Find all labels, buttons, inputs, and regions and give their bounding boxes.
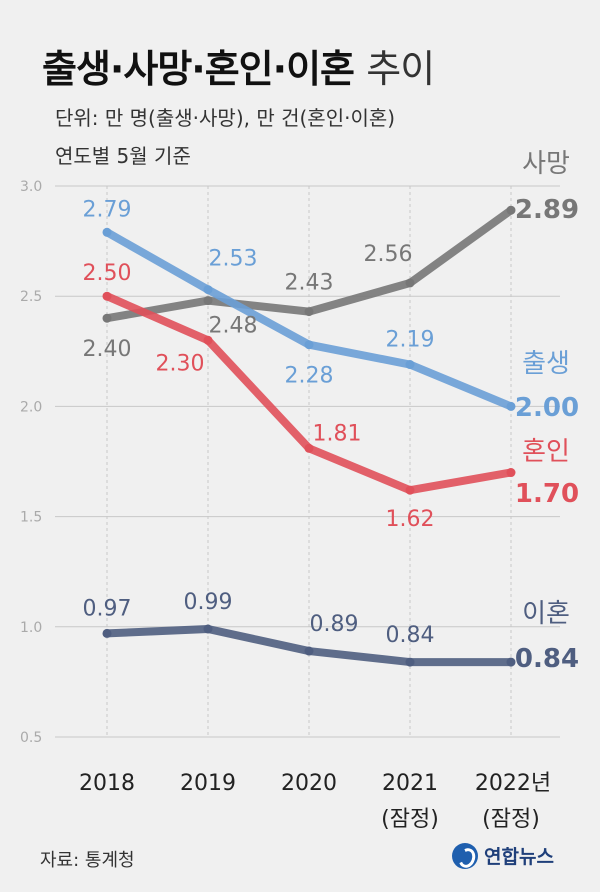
- data-point: [304, 646, 314, 656]
- data-point: [304, 340, 314, 350]
- data-label: 0.97: [83, 596, 132, 621]
- x-tick-note: (잠정): [482, 807, 540, 832]
- data-point: [203, 285, 213, 295]
- data-label: 2.43: [285, 271, 334, 296]
- data-label: 2.30: [156, 351, 205, 376]
- y-tick-label: 3.0: [20, 179, 42, 195]
- data-point: [506, 657, 516, 667]
- data-label: 1.81: [313, 421, 362, 446]
- series-end-value: 2.00: [515, 393, 579, 423]
- yonhap-logo-icon: [452, 842, 478, 869]
- brand-name: 연합뉴스: [484, 846, 554, 868]
- brand-logo: 연합뉴스: [452, 842, 554, 869]
- data-point: [102, 313, 112, 323]
- data-label: 2.48: [209, 314, 258, 339]
- series-end-value: 2.89: [515, 195, 579, 225]
- data-label: 2.28: [285, 364, 334, 389]
- data-point: [203, 624, 213, 634]
- x-tick-note: (잠정): [381, 807, 439, 832]
- data-point: [304, 307, 314, 317]
- x-tick-label: 2019: [180, 771, 236, 796]
- x-tick-label: 2022년: [475, 771, 551, 796]
- y-tick-label: 1.0: [20, 620, 42, 636]
- x-tick-label: 2020: [281, 771, 337, 796]
- series-name-label: 사망: [522, 149, 570, 179]
- series-name-label: 출생: [522, 349, 570, 379]
- data-label: 0.89: [310, 612, 359, 637]
- data-point: [304, 443, 314, 453]
- data-label: 2.19: [386, 328, 435, 353]
- data-point: [405, 657, 415, 667]
- data-point: [506, 205, 516, 215]
- x-tick-label: 2021: [382, 771, 438, 796]
- data-point: [102, 291, 112, 301]
- data-point: [102, 227, 112, 237]
- data-label: 2.53: [209, 247, 258, 272]
- data-point: [405, 278, 415, 288]
- x-tick-label: 2018: [79, 771, 135, 796]
- data-point: [405, 485, 415, 495]
- data-point: [203, 335, 213, 345]
- data-label: 2.56: [364, 242, 413, 267]
- y-tick-label: 2.5: [20, 289, 42, 305]
- series-name-label: 혼인: [522, 437, 570, 467]
- data-label: 2.50: [83, 261, 132, 286]
- data-point: [102, 628, 112, 638]
- y-tick-label: 1.5: [20, 510, 42, 526]
- series-end-value: 0.84: [515, 644, 579, 674]
- data-label: 0.84: [386, 623, 435, 648]
- y-tick-label: 0.5: [20, 730, 42, 746]
- basis-subtitle: 연도별 5월 기준: [55, 144, 191, 168]
- unit-subtitle: 단위: 만 명(출생·사망), 만 건(혼인·이혼): [55, 106, 396, 130]
- y-tick-label: 2.0: [20, 399, 42, 415]
- data-label: 1.62: [386, 507, 435, 532]
- data-label: 2.40: [83, 337, 132, 362]
- title-suffix: 추이: [366, 47, 435, 91]
- data-point: [506, 401, 516, 411]
- data-point: [506, 468, 516, 478]
- page-title: 출생·사망·혼인·이혼 추이: [42, 38, 435, 93]
- source-note: 자료: 통계청: [40, 850, 135, 871]
- title-main: 출생·사망·혼인·이혼: [42, 47, 355, 91]
- series-name-label: 이혼: [522, 599, 570, 629]
- data-point: [203, 296, 213, 306]
- data-label: 2.79: [83, 197, 132, 222]
- data-point: [405, 360, 415, 370]
- data-label: 0.99: [184, 590, 233, 615]
- series-end-value: 1.70: [515, 479, 579, 509]
